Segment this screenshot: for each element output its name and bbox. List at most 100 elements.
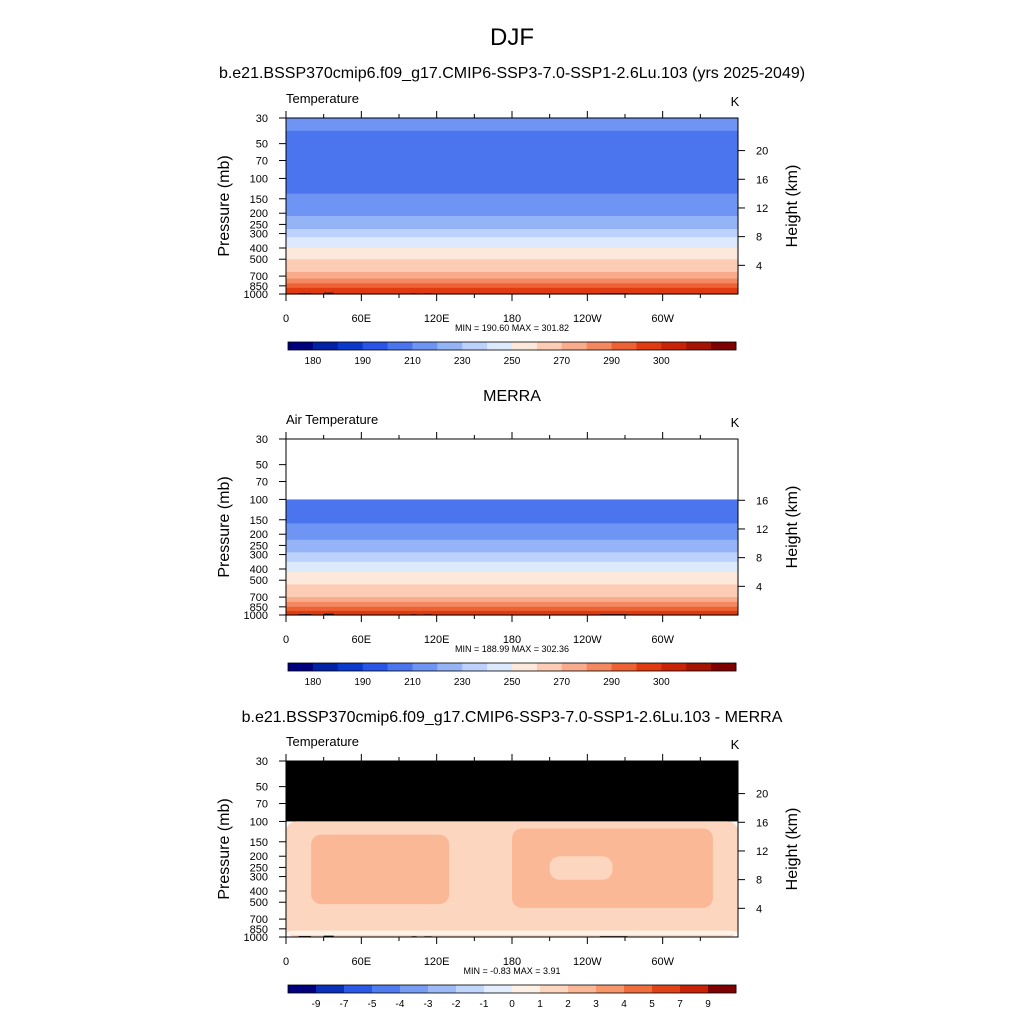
field-band <box>286 504 738 511</box>
figure-subtitle: b.e21.BSSP370cmip6.f09_g17.CMIP6-SSP3-7.… <box>219 65 805 82</box>
y-tick-label: 200 <box>250 208 268 220</box>
y-tick-label: 200 <box>250 851 268 863</box>
field-band <box>286 259 738 265</box>
colorbar-swatch <box>437 342 463 350</box>
field-band <box>286 580 738 586</box>
x-tick-label: 180 <box>503 956 521 968</box>
difference-region <box>286 930 738 935</box>
x-tick-label: 60W <box>651 956 674 968</box>
height-tick-label: 20 <box>756 146 768 158</box>
colorbar-label: -7 <box>340 999 349 1010</box>
field-band <box>286 287 738 291</box>
colorbar-swatch <box>288 985 317 993</box>
colorbar-label: -4 <box>396 999 405 1010</box>
y-tick-label: 400 <box>250 243 268 255</box>
colorbar-label: 3 <box>593 999 599 1010</box>
panel-1-ylabel-right: Height (km) <box>784 165 801 248</box>
colorbar-swatch <box>568 985 597 993</box>
field-band <box>286 608 738 612</box>
field-band <box>286 577 738 581</box>
colorbar-swatch <box>428 985 457 993</box>
height-tick-label: 4 <box>756 903 762 915</box>
height-tick-label: 16 <box>756 495 768 507</box>
colorbar-label: 300 <box>653 677 670 688</box>
y-tick-label: 850 <box>250 924 268 936</box>
height-tick-label: 12 <box>756 203 768 215</box>
colorbar-swatch <box>288 342 314 350</box>
x-tick-label: 180 <box>503 313 521 325</box>
topography-mask <box>323 935 334 937</box>
field-band <box>286 271 738 277</box>
panel-1-left-label: Temperature <box>286 91 359 106</box>
colorbar-swatch <box>512 342 538 350</box>
field-band <box>286 545 738 549</box>
field-band <box>286 244 738 249</box>
colorbar-swatch <box>512 663 538 671</box>
field-band <box>286 213 738 217</box>
field-band <box>286 523 738 528</box>
colorbar-swatch <box>387 663 413 671</box>
height-tick-label: 4 <box>756 260 762 272</box>
colorbar-frame <box>287 341 737 351</box>
field-band <box>286 198 738 203</box>
field-band <box>286 289 738 293</box>
height-tick-label: 16 <box>756 817 768 829</box>
y-tick-label: 300 <box>250 550 268 562</box>
colorbar-label: 180 <box>305 356 322 367</box>
y-tick-label: 850 <box>250 602 268 614</box>
colorbar-swatch <box>680 985 709 993</box>
x-tick-label: 120E <box>424 634 450 646</box>
colorbar-label: 190 <box>354 356 371 367</box>
colorbar-swatch <box>652 985 681 993</box>
field-band <box>286 291 738 295</box>
difference-region <box>549 856 613 880</box>
colorbar-swatch <box>561 663 588 671</box>
colorbar-label: 250 <box>504 677 521 688</box>
panel-3-title: b.e21.BSSP370cmip6.f09_g17.CMIP6-SSP3-7.… <box>242 709 783 726</box>
colorbar-swatch <box>611 342 637 350</box>
field-band <box>286 178 738 185</box>
field-band <box>286 188 738 195</box>
colorbar-swatch <box>344 985 373 993</box>
y-tick-label: 700 <box>250 914 268 926</box>
panel-3-colorbar: -9 -7 -5 -4 -3 -2 -1 0 1 2 3 4 5 7 9 <box>287 984 737 1010</box>
field-band <box>286 206 738 211</box>
field-band <box>286 534 738 538</box>
field-band <box>286 228 738 232</box>
y-tick-label: 400 <box>250 886 268 898</box>
y-tick-label: 150 <box>250 194 268 206</box>
field-band <box>286 253 738 258</box>
colorbar-label: 7 <box>677 999 683 1010</box>
field-band <box>286 130 738 138</box>
colorbar-swatch <box>372 985 401 993</box>
colorbar-swatch <box>540 985 569 993</box>
colorbar-label: 180 <box>305 677 322 688</box>
panel-1: Temperature K 0 60E 120E 180 120W 60W 30 50 70 10… <box>216 91 801 367</box>
x-tick-label: 120W <box>573 956 602 968</box>
field-band <box>286 143 738 149</box>
y-tick-label: 150 <box>250 515 268 527</box>
field-band <box>286 514 738 521</box>
panel-3-ylabel-right: Height (km) <box>784 808 801 891</box>
colorbar-swatch <box>636 342 662 350</box>
colorbar-swatch <box>636 663 662 671</box>
colorbar-label: -3 <box>424 999 433 1010</box>
field-band <box>286 527 738 532</box>
field-band <box>286 231 738 235</box>
y-tick-label: 50 <box>256 460 268 472</box>
field-band <box>286 165 738 171</box>
y-tick-label: 100 <box>250 173 268 185</box>
panel-2: MERRA Air Temperature K 0 60E 120E 180 120W 6… <box>216 388 801 688</box>
colorbar-label: 230 <box>454 677 471 688</box>
y-tick-label: 700 <box>250 271 268 283</box>
x-tick-label: 180 <box>503 634 521 646</box>
colorbar-swatch <box>487 663 513 671</box>
topography-mask <box>323 292 334 294</box>
colorbar-swatch <box>456 985 485 993</box>
x-tick-label: 60W <box>651 634 674 646</box>
colorbar-label: 2 <box>565 999 571 1010</box>
field-band <box>286 278 738 282</box>
field-band <box>286 226 738 230</box>
